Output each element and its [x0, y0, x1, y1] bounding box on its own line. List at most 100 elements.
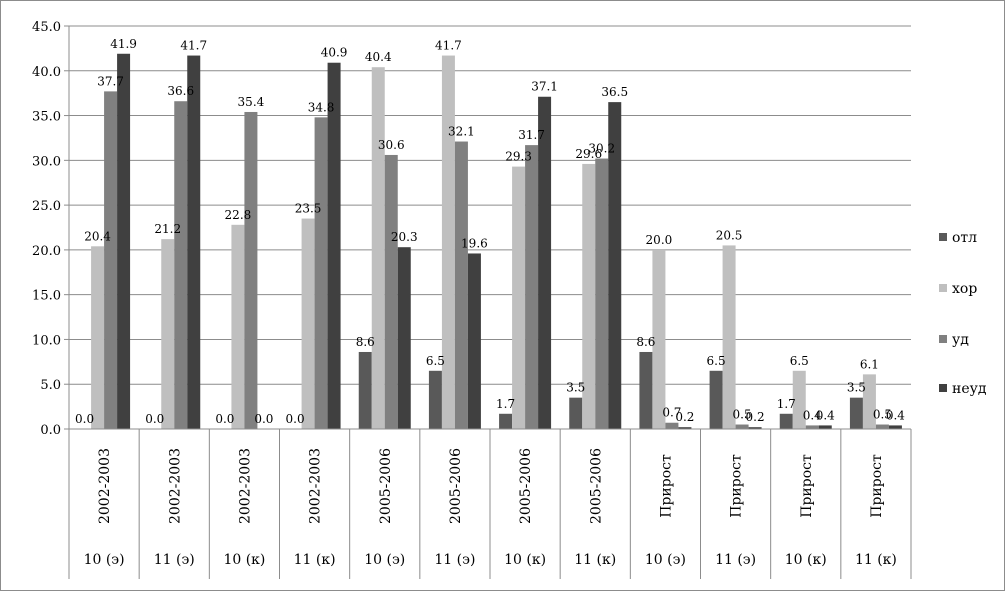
- legend-label-отл: отл: [952, 230, 977, 246]
- y-tick-label: 15.0: [32, 289, 61, 304]
- bar-хор: [441, 55, 455, 429]
- data-label: 0.4: [886, 408, 905, 422]
- category-label-secondary: 11 (э): [434, 552, 475, 568]
- data-label: 20.3: [391, 230, 418, 244]
- legend-label-неуд: неуд: [952, 381, 987, 397]
- bar-уд: [104, 91, 118, 430]
- bar-отл: [709, 370, 723, 429]
- y-tick-label: 25.0: [32, 199, 61, 214]
- bar-хор: [301, 218, 315, 429]
- y-tick-label: 40.0: [32, 65, 61, 80]
- bar-хор: [652, 249, 666, 429]
- data-label: 32.1: [448, 125, 475, 139]
- y-tick-label: 30.0: [32, 154, 61, 169]
- data-label: 0.0: [75, 412, 94, 426]
- bar-неуд: [748, 427, 762, 429]
- bar-отл: [569, 397, 583, 429]
- data-label: 41.7: [435, 39, 462, 53]
- bar-хор: [792, 370, 806, 429]
- bar-уд: [384, 154, 398, 429]
- data-label: 0.0: [286, 412, 305, 426]
- category-label-secondary: 11 (к): [574, 552, 616, 568]
- data-label: 6.5: [426, 354, 445, 368]
- data-label: 0.4: [803, 408, 822, 422]
- category-label-primary: Прирост: [799, 454, 815, 518]
- category-label-primary: Прирост: [658, 454, 674, 518]
- category-label-primary: 2002-2003: [308, 448, 324, 524]
- bar-уд: [805, 425, 819, 429]
- category-label-secondary: 10 (к): [223, 552, 265, 568]
- bar-неуд: [818, 425, 832, 429]
- data-label: 0.0: [254, 412, 273, 426]
- category-label-primary: 2002-2003: [167, 448, 183, 524]
- bar-уд: [665, 422, 679, 429]
- category-label-secondary: 11 (э): [715, 552, 756, 568]
- y-tick-label: 45.0: [32, 20, 61, 35]
- data-label: 8.6: [636, 335, 655, 349]
- legend-swatch-отл: [939, 233, 947, 241]
- data-labels: 0.0 20.4 37.7 41.9 0.0 21.2 36.6 41.7 0.0 22.8 35.…: [75, 37, 905, 426]
- y-tick-label: 35.0: [32, 110, 61, 125]
- bar-хор: [512, 166, 526, 429]
- data-label: 31.7: [518, 128, 545, 142]
- category-label-primary: Прирост: [869, 454, 885, 518]
- legend-swatch-неуд: [939, 384, 947, 392]
- category-label-secondary: 10 (к): [785, 552, 827, 568]
- bar-отл: [358, 351, 372, 429]
- data-label: 20.0: [646, 233, 673, 247]
- data-label: 0.0: [215, 412, 234, 426]
- bar-уд: [314, 117, 328, 429]
- bar-хор: [371, 67, 385, 429]
- bar-хор: [582, 163, 596, 429]
- category-label-primary: 2005-2006: [518, 448, 534, 524]
- category-label-primary: 2002-2003: [237, 448, 253, 524]
- data-label: 36.6: [167, 84, 194, 98]
- data-label: 6.5: [790, 354, 809, 368]
- data-label: 41.9: [110, 37, 137, 51]
- bar-неуд: [187, 55, 201, 429]
- data-label: 19.6: [461, 236, 488, 250]
- data-label: 0.2: [746, 410, 765, 424]
- category-label-primary: 2005-2006: [588, 448, 604, 524]
- bar-неуд: [117, 53, 131, 430]
- bars: [91, 53, 902, 430]
- category-label-primary: 2005-2006: [448, 448, 464, 524]
- legend-swatch-хор: [939, 284, 947, 292]
- bar-уд: [525, 145, 539, 429]
- bar-неуд: [678, 427, 692, 429]
- bar-неуд: [608, 102, 622, 429]
- category-label-primary: 2002-2003: [97, 448, 113, 524]
- data-label: 1.7: [496, 397, 515, 411]
- bar-отл: [499, 413, 513, 429]
- category-label-secondary: 10 (э): [645, 552, 686, 568]
- category-label-secondary: 11 (к): [855, 552, 897, 568]
- data-label: 34.8: [308, 100, 335, 114]
- data-label: 1.7: [777, 397, 796, 411]
- data-label: 37.1: [531, 80, 558, 94]
- data-label: 30.2: [588, 142, 615, 156]
- data-label: 20.5: [716, 228, 743, 242]
- data-label: 3.5: [847, 381, 866, 395]
- data-label: 20.4: [84, 229, 111, 243]
- bar-отл: [849, 397, 863, 429]
- bar-неуд: [467, 253, 481, 429]
- y-tick-label: 0.0: [40, 423, 61, 438]
- data-label: 41.7: [180, 39, 207, 53]
- bar-хор: [231, 224, 245, 429]
- bar-неуд: [327, 62, 341, 430]
- bar-уд: [595, 158, 609, 429]
- data-label: 30.6: [378, 138, 405, 152]
- legend-swatch-уд: [939, 335, 947, 343]
- category-label-secondary: 10 (к): [504, 552, 546, 568]
- bar-уд: [244, 111, 258, 430]
- bar-неуд: [888, 425, 902, 429]
- category-label-secondary: 11 (к): [294, 552, 336, 568]
- data-label: 29.6: [575, 147, 602, 161]
- legend: отл хор уд неуд: [939, 230, 987, 397]
- data-label: 40.9: [321, 46, 348, 60]
- bar-неуд: [397, 247, 411, 429]
- category-label-secondary: 10 (э): [364, 552, 405, 568]
- data-label: 29.3: [505, 150, 532, 164]
- bar-хор: [161, 239, 175, 429]
- data-label: 6.1: [860, 357, 879, 371]
